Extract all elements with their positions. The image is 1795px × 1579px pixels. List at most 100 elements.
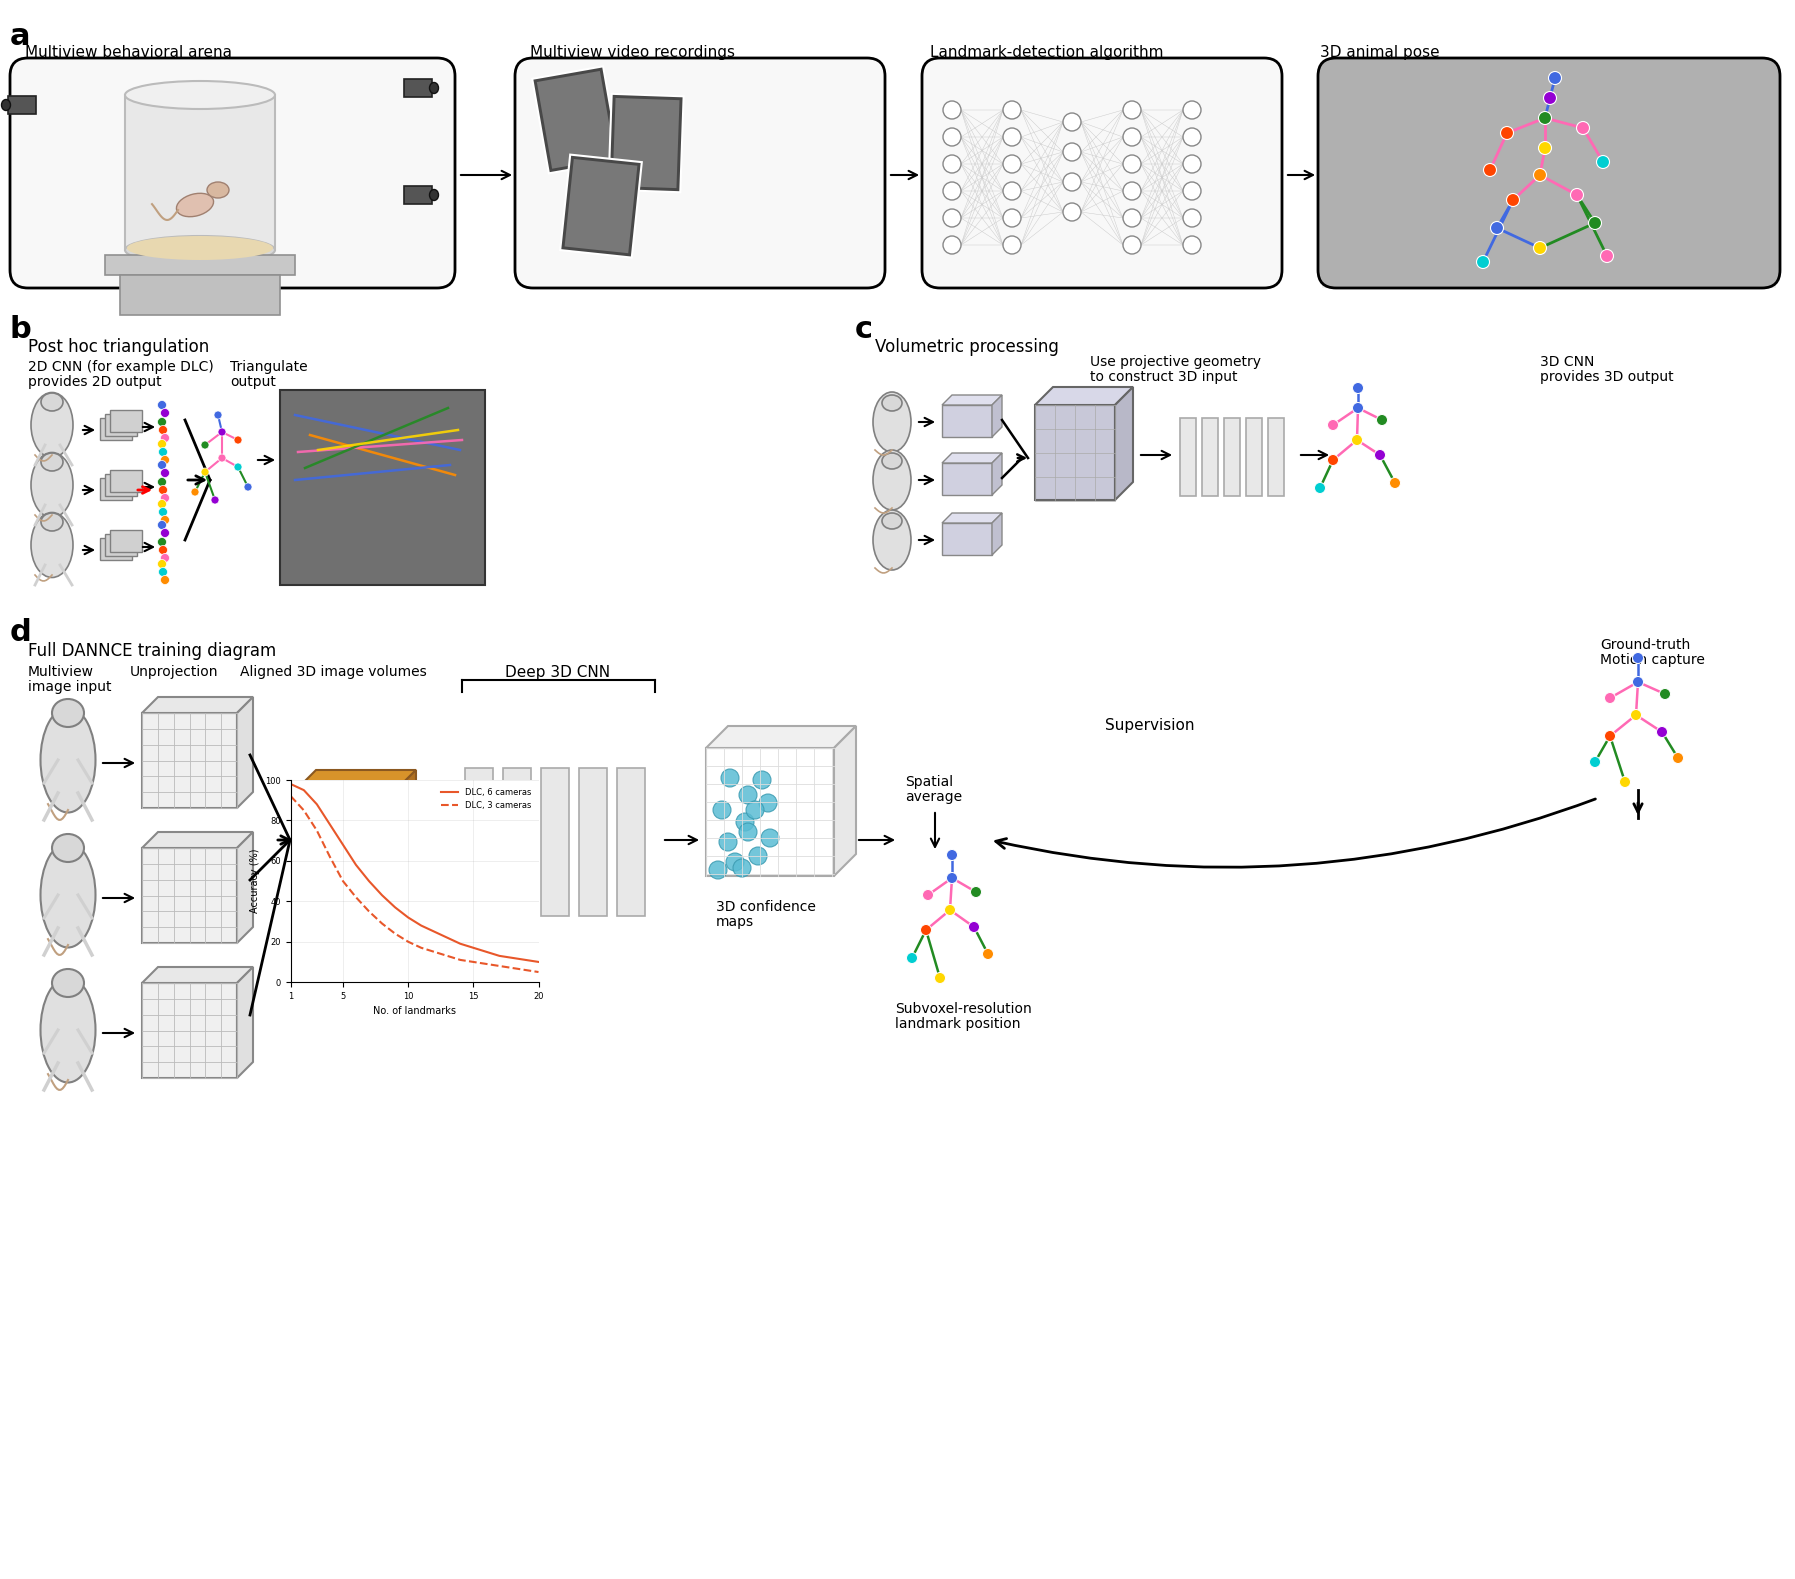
Polygon shape xyxy=(237,832,253,943)
DLC, 3 cameras xyxy=(384,924,406,943)
Bar xyxy=(580,767,607,916)
Bar xyxy=(1321,279,1775,281)
DLC, 3 cameras xyxy=(411,938,433,957)
Bar xyxy=(1321,286,1775,287)
Circle shape xyxy=(233,463,242,471)
Circle shape xyxy=(1506,194,1520,207)
Bar xyxy=(1321,114,1775,115)
Circle shape xyxy=(1328,420,1339,431)
Bar xyxy=(1321,73,1775,74)
Bar xyxy=(1321,213,1775,216)
Bar xyxy=(1203,418,1219,496)
Bar xyxy=(565,159,637,253)
DLC, 3 cameras xyxy=(476,954,497,973)
Bar xyxy=(1321,186,1775,189)
Bar xyxy=(1321,224,1775,226)
Ellipse shape xyxy=(206,182,230,197)
Bar xyxy=(1321,85,1775,87)
DLC, 6 cameras xyxy=(463,938,485,957)
Circle shape xyxy=(1596,155,1610,169)
Text: Full DANNCE training diagram: Full DANNCE training diagram xyxy=(29,643,276,660)
Text: Multiview: Multiview xyxy=(29,665,93,679)
Circle shape xyxy=(1501,126,1513,139)
Polygon shape xyxy=(237,696,253,808)
Ellipse shape xyxy=(41,707,95,813)
Circle shape xyxy=(740,786,757,804)
Circle shape xyxy=(160,515,169,524)
Circle shape xyxy=(1183,128,1201,145)
Polygon shape xyxy=(993,513,1002,554)
Bar xyxy=(1321,128,1775,129)
Circle shape xyxy=(923,889,933,900)
Circle shape xyxy=(1183,101,1201,118)
DLC, 6 cameras xyxy=(372,886,393,905)
Bar xyxy=(1321,275,1775,278)
Bar xyxy=(1321,199,1775,202)
Circle shape xyxy=(217,455,226,463)
Text: 3D animal pose: 3D animal pose xyxy=(1319,44,1440,60)
Circle shape xyxy=(1632,676,1644,687)
Bar xyxy=(1321,163,1775,164)
Circle shape xyxy=(158,401,167,409)
Text: maps: maps xyxy=(716,914,754,928)
Circle shape xyxy=(725,853,743,872)
Bar xyxy=(1321,273,1775,275)
Bar xyxy=(1321,216,1775,218)
Bar xyxy=(1321,191,1775,193)
Bar xyxy=(705,748,835,876)
Circle shape xyxy=(942,182,960,201)
Bar xyxy=(1321,253,1775,254)
Circle shape xyxy=(713,801,731,820)
FancyBboxPatch shape xyxy=(923,58,1282,287)
DLC, 6 cameras xyxy=(449,935,470,954)
DLC, 6 cameras xyxy=(528,952,549,971)
DLC, 3 cameras xyxy=(515,960,537,979)
Bar xyxy=(1321,66,1775,68)
DLC, 6 cameras xyxy=(280,775,302,794)
Ellipse shape xyxy=(176,193,214,216)
DLC, 6 cameras xyxy=(436,928,458,947)
Bar xyxy=(1321,196,1775,197)
Polygon shape xyxy=(942,513,1002,523)
Polygon shape xyxy=(142,832,253,848)
Circle shape xyxy=(969,922,980,933)
Text: 2D CNN (for example DLC): 2D CNN (for example DLC) xyxy=(29,360,214,374)
Bar xyxy=(1321,82,1775,85)
Circle shape xyxy=(1183,155,1201,174)
Bar xyxy=(1321,155,1775,156)
Text: 3D CNN: 3D CNN xyxy=(1540,355,1594,369)
Bar xyxy=(1321,150,1775,152)
Text: image input: image input xyxy=(29,681,111,695)
Circle shape xyxy=(1352,382,1364,393)
Circle shape xyxy=(1601,249,1614,262)
Bar xyxy=(1321,152,1775,155)
Circle shape xyxy=(190,488,199,496)
Circle shape xyxy=(158,477,167,486)
Bar xyxy=(1224,418,1240,496)
Bar xyxy=(1321,272,1775,273)
Bar xyxy=(1321,261,1775,264)
DLC, 6 cameras xyxy=(359,872,381,891)
Polygon shape xyxy=(835,726,856,876)
Bar xyxy=(1321,101,1775,103)
Bar xyxy=(1036,404,1115,501)
Polygon shape xyxy=(942,395,1002,404)
Circle shape xyxy=(1660,688,1671,699)
Bar xyxy=(142,984,237,1078)
Bar xyxy=(1321,259,1775,261)
Circle shape xyxy=(1576,122,1590,134)
Bar xyxy=(101,478,133,501)
Ellipse shape xyxy=(41,513,63,531)
Circle shape xyxy=(761,829,779,846)
Text: landmark position: landmark position xyxy=(896,1017,1021,1031)
Ellipse shape xyxy=(41,393,63,411)
Polygon shape xyxy=(142,696,253,714)
Circle shape xyxy=(160,575,169,584)
Circle shape xyxy=(1673,753,1684,764)
Bar xyxy=(142,714,237,808)
Bar xyxy=(1321,99,1775,101)
Bar xyxy=(1321,103,1775,106)
Bar xyxy=(104,254,294,275)
Bar xyxy=(540,767,569,916)
Bar xyxy=(1321,122,1775,123)
